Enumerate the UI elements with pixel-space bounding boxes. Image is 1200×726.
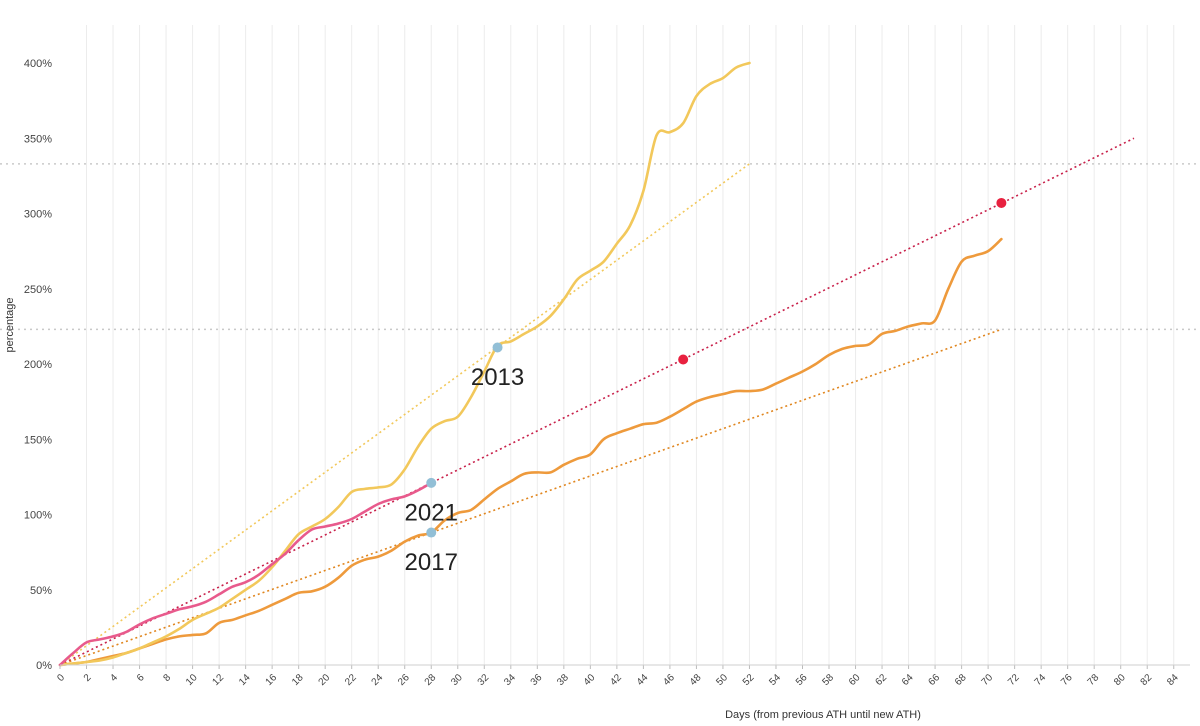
annotations: 2013 2021 2017 [405, 364, 525, 576]
annotation-2013: 2013 [471, 364, 524, 391]
y-axis-label: percentage [4, 297, 16, 352]
y-tick-label-150: 150% [24, 434, 52, 446]
x-tick-label-34: 34 [502, 672, 518, 688]
x-tick-label-84: 84 [1165, 672, 1181, 688]
y-tick-label-200: 200% [24, 359, 52, 371]
x-tick-label-52: 52 [741, 672, 757, 688]
x-tick-label-32: 32 [476, 672, 492, 688]
x-tick-label-78: 78 [1086, 672, 1102, 688]
x-tick-label-28: 28 [423, 672, 439, 688]
x-tick-label-8: 8 [161, 672, 173, 684]
series-lines [58, 61, 1003, 667]
x-tick-label-80: 80 [1112, 672, 1128, 688]
y-tick-label-0: 0% [36, 660, 52, 672]
grid-lines [86, 25, 1175, 665]
marker-red-3 [678, 354, 689, 365]
x-tick-label-16: 16 [264, 672, 280, 688]
x-axis-ticks: 0 2 4 6 8 10 12 14 16 18 20 22 24 26 28 30 32 34 36 38 40 42 4… [55, 665, 1181, 688]
trend-line-2021 [59, 137, 1135, 666]
x-tick-label-70: 70 [980, 672, 996, 688]
x-tick-label-38: 38 [555, 672, 571, 688]
x-tick-label-68: 68 [953, 672, 969, 688]
x-tick-label-22: 22 [343, 672, 359, 688]
x-tick-label-48: 48 [688, 672, 704, 688]
x-tick-label-0: 0 [55, 672, 67, 684]
marker-red-4 [996, 197, 1007, 208]
y-tick-label-350: 350% [24, 133, 52, 145]
x-tick-label-82: 82 [1139, 672, 1155, 688]
y-tick-label-100: 100% [24, 510, 52, 522]
x-tick-label-56: 56 [794, 672, 810, 688]
markers [426, 197, 1007, 538]
x-tick-label-30: 30 [449, 672, 465, 688]
x-tick-label-2: 2 [82, 672, 94, 684]
marker-blue-1 [426, 477, 437, 488]
x-tick-label-46: 46 [661, 672, 677, 688]
y-tick-label-300: 300% [24, 209, 52, 221]
x-tick-label-44: 44 [635, 672, 651, 688]
x-tick-label-58: 58 [820, 672, 836, 688]
trend-lines [59, 137, 1135, 666]
x-tick-label-36: 36 [529, 672, 545, 688]
y-tick-label-250: 250% [24, 284, 52, 296]
x-tick-label-4: 4 [108, 672, 120, 684]
x-tick-label-14: 14 [237, 672, 253, 688]
x-tick-label-54: 54 [767, 672, 783, 688]
y-axis-ticks: 0% 50% 100% 150% 200% 250% 300% 350% 400% [24, 58, 52, 672]
x-tick-label-10: 10 [184, 672, 200, 688]
x-tick-label-74: 74 [1033, 672, 1049, 688]
x-tick-label-20: 20 [317, 672, 333, 688]
x-tick-label-62: 62 [873, 672, 889, 688]
annotation-2017: 2017 [405, 549, 458, 576]
x-tick-label-42: 42 [608, 672, 624, 688]
series-line-2021 [58, 481, 433, 667]
x-tick-label-76: 76 [1059, 672, 1075, 688]
x-tick-label-12: 12 [211, 672, 227, 688]
x-tick-label-18: 18 [290, 672, 306, 688]
marker-blue-0 [492, 342, 503, 353]
annotation-2021: 2021 [405, 499, 458, 526]
x-tick-label-60: 60 [847, 672, 863, 688]
series-line-2017 [58, 237, 1003, 667]
y-tick-label-400: 400% [24, 58, 52, 70]
x-tick-label-24: 24 [370, 672, 386, 688]
marker-blue-2 [426, 527, 437, 538]
trend-line-2013 [59, 163, 750, 666]
x-tick-label-40: 40 [582, 672, 598, 688]
x-tick-label-66: 66 [927, 672, 943, 688]
y-tick-label-50: 50% [30, 585, 52, 597]
x-tick-label-6: 6 [135, 672, 147, 684]
x-tick-label-26: 26 [396, 672, 412, 688]
reference-lines [0, 163, 1200, 331]
x-tick-label-64: 64 [900, 672, 916, 688]
x-axis-label: Days (from previous ATH until new ATH) [725, 709, 921, 721]
x-tick-label-72: 72 [1006, 672, 1022, 688]
x-tick-label-50: 50 [714, 672, 730, 688]
series-line-2013 [58, 61, 751, 667]
